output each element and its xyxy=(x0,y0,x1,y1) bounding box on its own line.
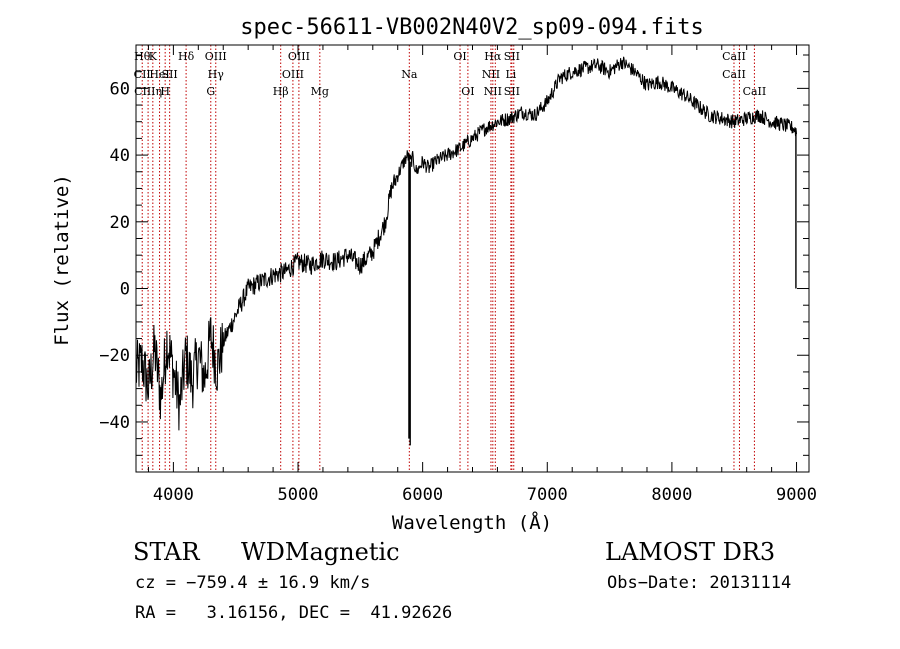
spectral-line-label: SII xyxy=(504,85,520,98)
spectral-line-label: NII xyxy=(482,68,500,81)
spectral-line-label: Hβ xyxy=(273,85,289,98)
spectral-line-label: Hγ xyxy=(208,68,225,81)
spectral-line-label: SII xyxy=(504,50,520,63)
spectral-line-markers xyxy=(141,45,755,472)
spectral-line-label: OI xyxy=(461,85,474,98)
y-axis-label: Flux (relative) xyxy=(51,174,73,346)
x-tick-label: 8000 xyxy=(651,485,692,505)
y-tick-label: 0 xyxy=(120,280,130,300)
spectral-line-label: OIII xyxy=(282,68,304,81)
spectral-line-label: H xyxy=(160,85,170,98)
spectral-line-label: G xyxy=(206,85,215,98)
y-tick-label: 20 xyxy=(110,213,130,233)
x-tick-label: 7000 xyxy=(527,485,568,505)
x-tick-label: 5000 xyxy=(278,485,319,505)
x-axis-ticks: 4000 5000 6000 7000 8000 9000 xyxy=(147,45,817,505)
x-tick-label: 9000 xyxy=(776,485,817,505)
y-tick-label: 60 xyxy=(110,79,130,99)
spectral-line-label: HeI xyxy=(149,68,169,81)
spectral-line-label: NII xyxy=(484,85,502,98)
y-tick-label: 40 xyxy=(110,146,130,166)
x-tick-label: 6000 xyxy=(402,485,443,505)
redshift-cz: cz = −759.4 ± 16.9 km/s xyxy=(135,573,371,593)
spectral-line-label: Hδ xyxy=(178,50,195,63)
spectral-line-label: OI xyxy=(453,50,466,63)
spectral-line-label: OIII xyxy=(205,50,227,63)
object-class: STAR xyxy=(133,538,200,566)
spectral-line-label: K xyxy=(149,50,158,63)
y-tick-label: −40 xyxy=(99,413,130,433)
spectral-line-labels: HθCIICIIIηKHeIHSIIHδGOIIIHγHβOIIIOIIIMgN… xyxy=(134,50,767,98)
object-subclass: WDMagnetic xyxy=(241,538,400,566)
spectral-line-label: Li xyxy=(505,68,516,81)
flux-series-line xyxy=(135,56,797,431)
x-tick-label: 4000 xyxy=(153,485,194,505)
spectral-line-label: SII xyxy=(162,68,178,81)
spectral-line-label: CaII xyxy=(722,68,746,81)
y-axis-ticks: −40 −20 0 20 40 60 xyxy=(99,54,809,456)
spectral-line-label: CaII xyxy=(722,50,746,63)
spectral-line-label: Hθ xyxy=(134,50,151,63)
survey-name: LAMOST DR3 xyxy=(605,538,776,566)
chart-title: spec-56611-VB002N40V2_sp09-094.fits xyxy=(240,15,704,40)
spectral-line-label: CIIIη xyxy=(134,85,162,98)
spectral-line-label: Hα xyxy=(484,50,502,63)
x-axis-label: Wavelength (Å) xyxy=(392,511,552,534)
spectral-line-label: CaII xyxy=(743,85,767,98)
spectral-line-label: Mg xyxy=(311,85,329,98)
obs-date: Obs−Date: 20131114 xyxy=(607,573,792,593)
y-tick-label: −20 xyxy=(99,346,130,366)
coordinates: RA = 3.16156, DEC = 41.92626 xyxy=(135,603,453,623)
spectral-line-label: Na xyxy=(401,68,418,81)
spectral-line-label: OIII xyxy=(288,50,310,63)
flux-spikes xyxy=(408,130,797,446)
